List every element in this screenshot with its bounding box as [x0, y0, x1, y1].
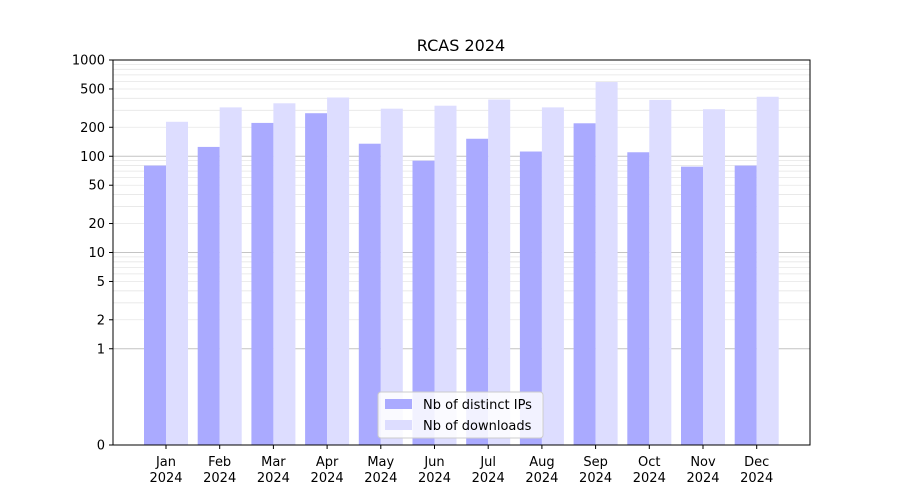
x-tick-label-year: 2024: [686, 471, 719, 486]
bar-distinct-ips: [573, 123, 596, 446]
bar-distinct-ips: [144, 165, 166, 446]
bar-distinct-ips: [627, 152, 650, 445]
x-tick-label-month: Nov: [690, 455, 716, 470]
x-tick-label-year: 2024: [525, 471, 558, 486]
legend-label-distinct-ips: Nb of distinct IPs: [423, 398, 532, 413]
x-tick-label-month: Oct: [638, 455, 660, 470]
y-tick-label: 5: [97, 275, 105, 290]
x-tick-label-month: Aug: [529, 455, 554, 470]
y-tick-label: 50: [88, 179, 105, 194]
bar-downloads: [219, 107, 242, 446]
bar-downloads: [380, 108, 403, 445]
y-tick-label: 0: [97, 439, 105, 454]
legend-swatch-distinct-ips: [385, 399, 412, 409]
x-tick-label-month: May: [367, 455, 394, 470]
legend-swatch-downloads: [385, 420, 412, 430]
x-tick-label-year: 2024: [311, 471, 344, 486]
x-tick-label-year: 2024: [579, 471, 612, 486]
x-tick-label-month: Apr: [316, 455, 339, 470]
bar-distinct-ips: [197, 146, 220, 445]
x-tick-label-month: Dec: [744, 455, 769, 470]
legend: Nb of distinct IPs Nb of downloads: [377, 391, 544, 439]
x-tick-label-year: 2024: [364, 471, 397, 486]
bar-distinct-ips: [466, 138, 489, 445]
y-tick-label: 100: [80, 150, 105, 165]
bar-downloads: [273, 103, 296, 445]
bar-distinct-ips: [734, 165, 757, 446]
bars: [144, 82, 779, 446]
axes: 01251020501002005001000Jan2024Feb2024Mar…: [72, 54, 811, 486]
legend-box: [377, 391, 544, 439]
x-tick-label-year: 2024: [740, 471, 773, 486]
y-tick-label: 200: [80, 121, 105, 136]
bar-distinct-ips: [305, 113, 328, 446]
legend-label-downloads: Nb of downloads: [423, 419, 532, 434]
y-tick-label: 500: [80, 82, 105, 97]
y-tick-label: 2: [97, 313, 105, 328]
x-tick-label-month: Feb: [208, 455, 231, 470]
y-tick-label: 10: [88, 246, 105, 261]
bar-downloads: [327, 97, 350, 445]
x-tick-label-month: Jun: [423, 455, 444, 470]
x-tick-label-year: 2024: [472, 471, 505, 486]
y-tick-label: 20: [88, 217, 105, 232]
bar-distinct-ips: [251, 122, 274, 446]
x-tick-label-year: 2024: [633, 471, 666, 486]
y-tick-label: 1000: [72, 54, 105, 69]
bar-downloads: [166, 121, 188, 445]
bar-distinct-ips: [412, 160, 435, 445]
bar-distinct-ips: [681, 166, 703, 445]
bar-downloads: [595, 82, 618, 446]
x-tick-label-month: Jul: [479, 455, 496, 470]
bar-distinct-ips: [358, 143, 381, 445]
x-tick-label-year: 2024: [203, 471, 236, 486]
x-tick-label-year: 2024: [257, 471, 290, 486]
x-tick-label-month: Sep: [583, 455, 608, 470]
x-tick-label-year: 2024: [418, 471, 451, 486]
x-tick-label-month: Mar: [261, 455, 286, 470]
x-tick-label-month: Jan: [155, 455, 176, 470]
bar-downloads: [703, 109, 725, 445]
bar-downloads: [649, 99, 672, 445]
chart-title: RCAS 2024: [417, 36, 505, 55]
bar-downloads: [434, 105, 457, 445]
bar-distinct-ips: [519, 151, 542, 446]
x-tick-label-year: 2024: [149, 471, 182, 486]
bar-downloads: [541, 107, 564, 446]
bar-downloads: [756, 96, 779, 445]
bar-downloads: [488, 99, 511, 445]
y-tick-label: 1: [97, 342, 105, 357]
